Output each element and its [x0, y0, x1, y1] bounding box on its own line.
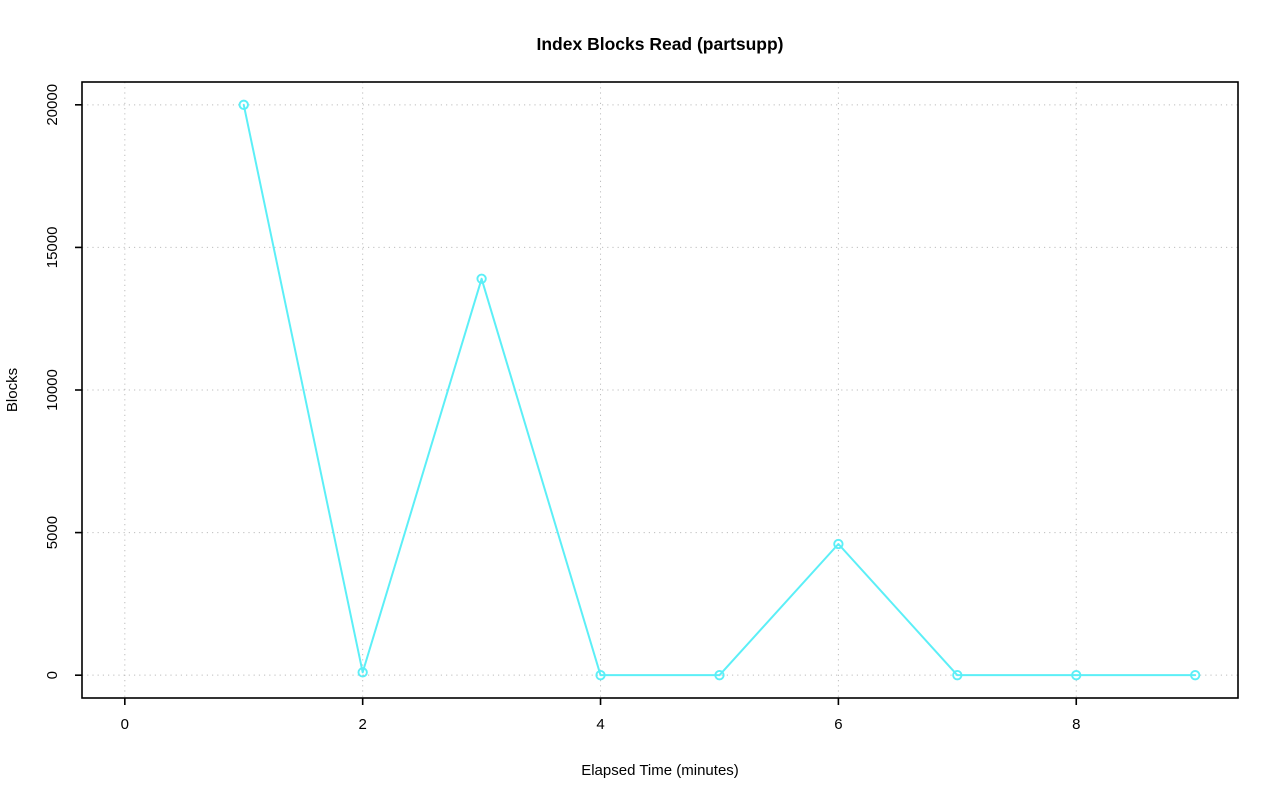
data-point: [952, 670, 963, 681]
data-point: [357, 667, 368, 678]
y-tick-label: 0: [44, 671, 61, 679]
x-tick-label: 0: [121, 716, 129, 733]
series-index-blocks-read: [238, 99, 1201, 681]
x-axis-label: Elapsed Time (minutes): [581, 762, 739, 779]
x-tick-label: 4: [596, 716, 604, 733]
data-point: [714, 670, 725, 681]
data-point: [476, 273, 487, 284]
data-line: [242, 103, 1197, 677]
grid: [82, 82, 1238, 698]
data-point: [238, 99, 249, 110]
y-tick-label: 10000: [44, 369, 61, 411]
y-tick-label: 20000: [44, 84, 61, 126]
data-point: [1071, 670, 1082, 681]
x-tick-label: 2: [359, 716, 367, 733]
chart-title: Index Blocks Read (partsupp): [537, 34, 784, 54]
y-tick-label: 5000: [44, 516, 61, 549]
data-point: [595, 670, 606, 681]
y-tick-label: 15000: [44, 227, 61, 269]
data-point: [1190, 670, 1201, 681]
y-axis-label: Blocks: [4, 368, 21, 412]
x-tick-label: 6: [834, 716, 842, 733]
data-point: [833, 538, 844, 550]
plot-border: [81, 81, 1239, 699]
x-tick-label: 8: [1072, 716, 1080, 733]
axes: 0 2 4 6 8 0 5000 10000 15000 20000: [44, 84, 1080, 733]
